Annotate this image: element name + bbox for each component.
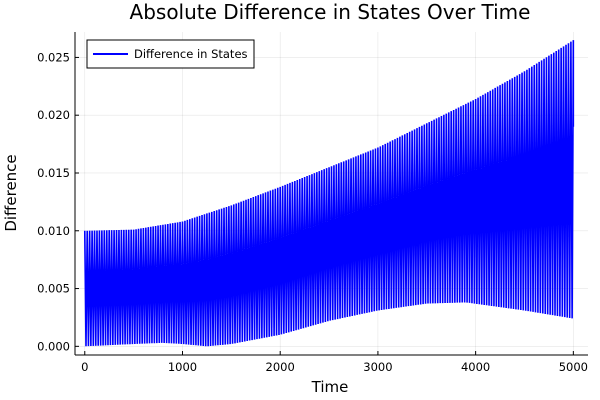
legend-label-difference-in-states: Difference in States	[134, 47, 248, 61]
series-layer	[83, 40, 575, 347]
x-tick-label: 4000	[461, 360, 490, 374]
x-tick-label: 0	[81, 360, 88, 374]
x-tick-label: 3000	[363, 360, 392, 374]
y-tick-label: 0.025	[37, 50, 70, 64]
axes: 0 1000 2000 3000 4000 5000 0.000 0.005 0.010 0.01…	[37, 32, 588, 374]
y-tick-label: 0.000	[37, 339, 70, 353]
y-tick-label: 0.010	[37, 224, 70, 238]
x-tick-label: 5000	[559, 360, 588, 374]
y-tick-label: 0.005	[37, 282, 70, 296]
chart-title: Absolute Difference in States Over Time	[130, 0, 531, 24]
y-tick-label: 0.020	[37, 108, 70, 122]
x-tick-label: 2000	[266, 360, 295, 374]
series-line-difference-in-states	[83, 40, 575, 347]
y-tick-label: 0.015	[37, 166, 70, 180]
x-tick-label: 1000	[168, 360, 197, 374]
x-axis-label: Time	[311, 378, 349, 396]
y-axis-label: Difference	[2, 154, 20, 231]
legend: Difference in States	[86, 39, 255, 69]
